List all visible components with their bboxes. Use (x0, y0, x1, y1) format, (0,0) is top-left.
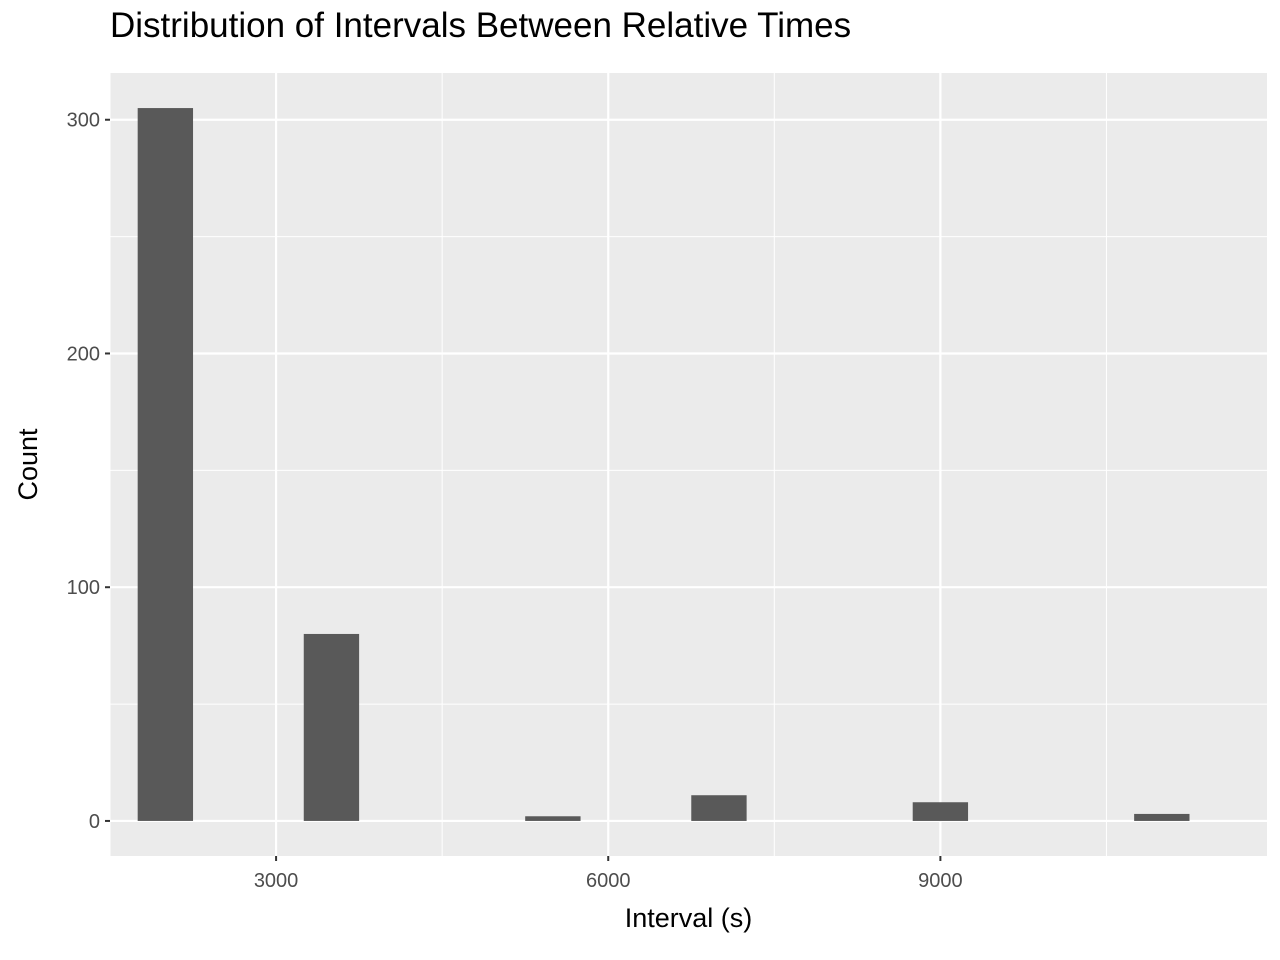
y-tick-label: 100 (67, 577, 100, 599)
plot-panel (110, 73, 1267, 856)
x-tick-label: 9000 (918, 870, 963, 892)
minor-gridlines (109, 73, 1267, 856)
y-tick-label: 0 (89, 811, 100, 833)
x-axis: 3000 6000 9000 (254, 856, 963, 892)
major-gridlines (110, 73, 1267, 856)
y-axis-title: Count (13, 428, 43, 501)
x-tick-label: 3000 (254, 870, 299, 892)
x-axis-title: Interval (s) (625, 903, 753, 933)
x-tick-label: 6000 (586, 870, 631, 892)
y-tick-label: 300 (67, 110, 100, 132)
histogram-bar (1134, 813, 1190, 821)
histogram-bars (137, 108, 1190, 821)
histogram-bar (525, 816, 581, 821)
histogram-bar (912, 802, 969, 821)
histogram-bar (303, 633, 360, 821)
y-tick-label: 200 (67, 343, 100, 365)
histogram-bar (691, 795, 747, 821)
chart-title: Distribution of Intervals Between Relati… (110, 6, 852, 45)
histogram-bar (137, 108, 194, 821)
y-axis: 0 100 200 300 (67, 110, 110, 833)
